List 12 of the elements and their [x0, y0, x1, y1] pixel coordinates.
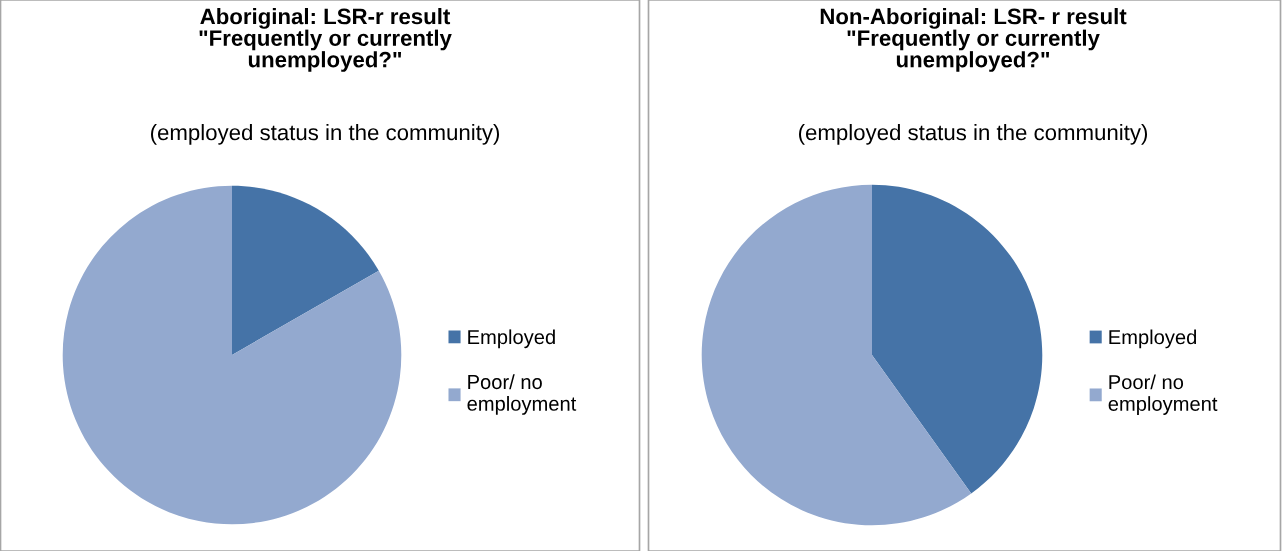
legend-label: Poor/ no employment — [1108, 374, 1218, 415]
legend-label: Employed — [1109, 329, 1197, 349]
chart-subtitle: (employed status in the community) — [799, 124, 1148, 145]
legend-label: Employed — [468, 329, 555, 349]
chart-subtitle: (employed status in the community) — [151, 124, 500, 145]
pie-slice — [701, 184, 972, 526]
legend-label: Poor/ no employment — [467, 374, 577, 415]
chart-title: Non-Aboriginal: LSR- r result "Frequently or currently unemployed?" — [820, 8, 1127, 72]
chart-title: Aboriginal: LSR-r result "Frequently or currently unemployed?" — [199, 8, 452, 72]
pie-slice — [232, 185, 379, 355]
pie-slice — [872, 184, 1043, 494]
pie-slice — [62, 185, 402, 525]
